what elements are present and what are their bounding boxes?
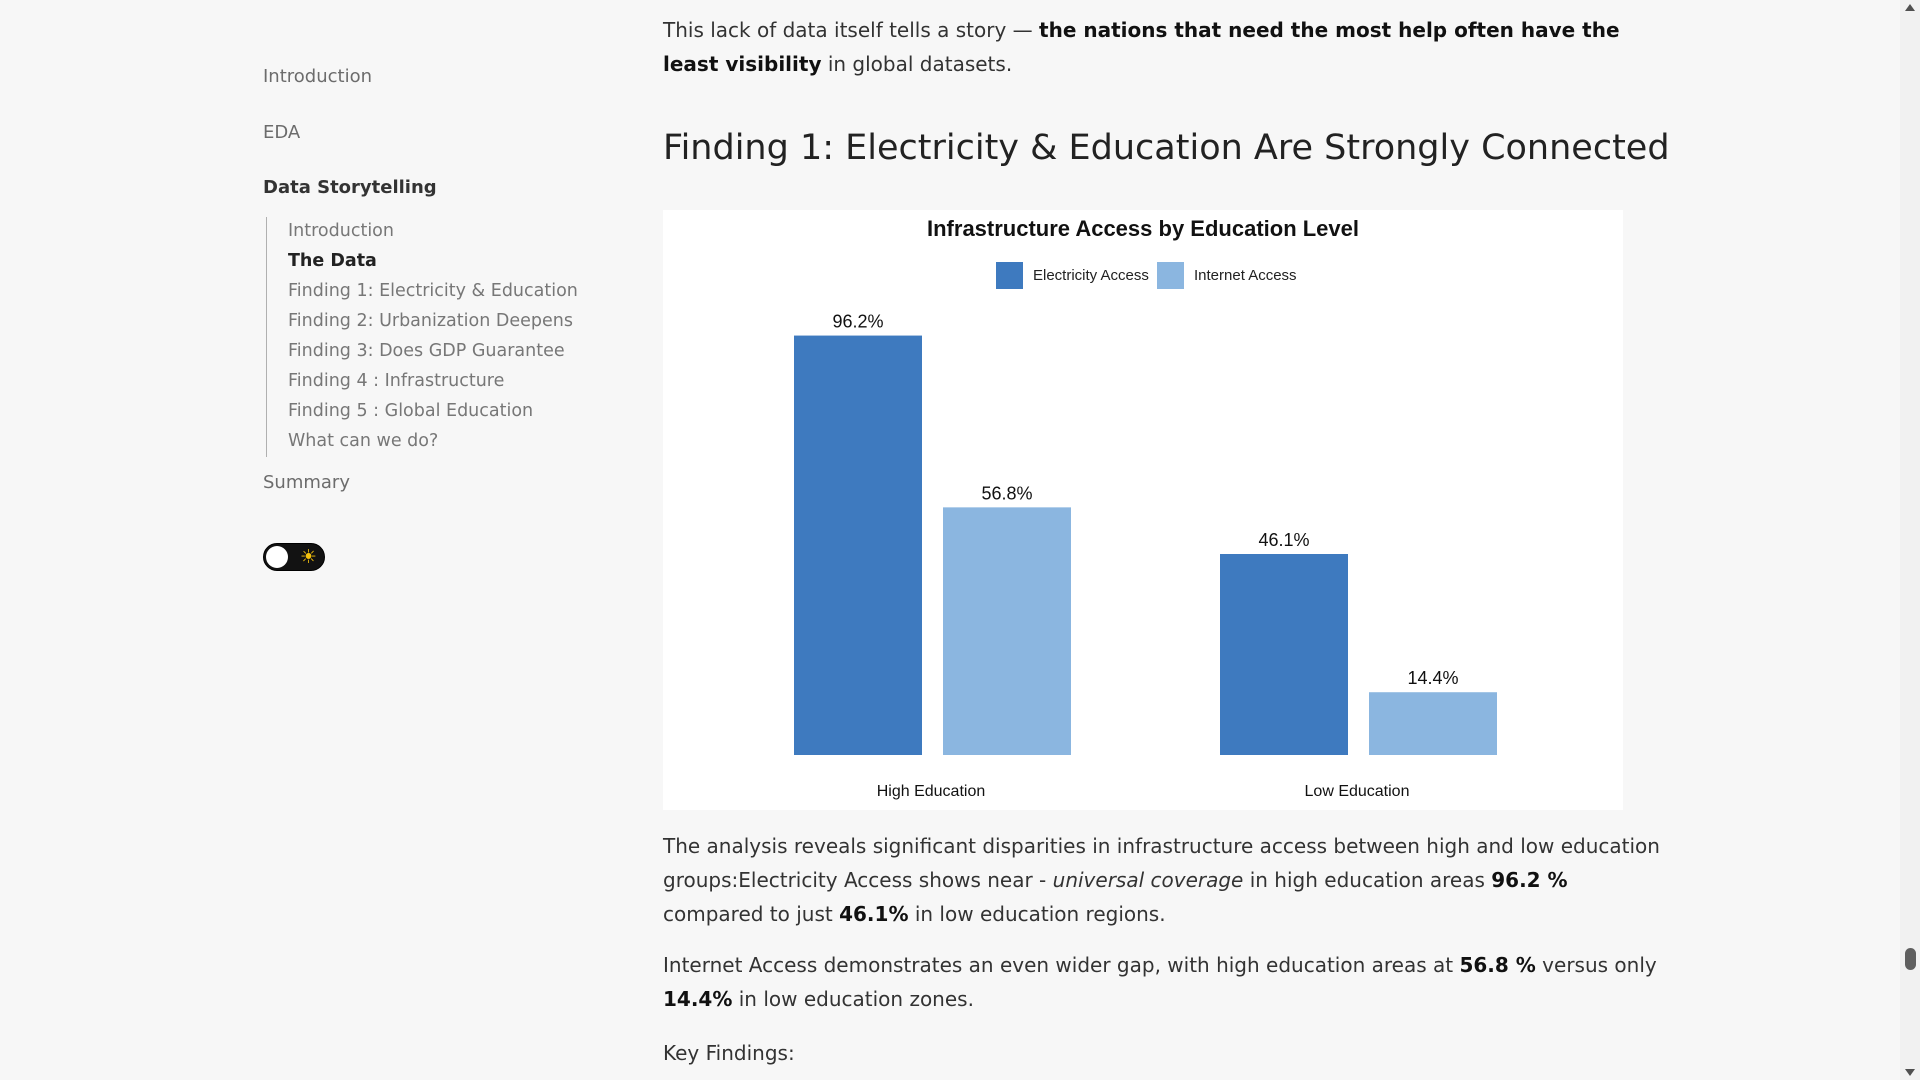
theme-toggle[interactable]: ☀: [263, 543, 325, 571]
bar-electricity-low-education: [1220, 554, 1348, 755]
scroll-down-arrow-icon[interactable]: [1905, 1069, 1915, 1076]
toc-sub-the-data[interactable]: The Data: [288, 251, 377, 271]
bar-label-electricity-low-education: 46.1%: [1258, 530, 1309, 550]
bars-group: 96.2% 56.8% 46.1% 14.4%: [794, 312, 1497, 755]
scroll-up-arrow-icon[interactable]: [1905, 4, 1915, 11]
internet-text-b: versus only: [1535, 953, 1657, 977]
toc-introduction[interactable]: Introduction: [263, 66, 373, 87]
legend-swatch-internet: [1157, 262, 1184, 289]
bar-internet-low-education: [1369, 692, 1497, 755]
legend-swatch-electricity: [996, 262, 1023, 289]
analysis-emphasis: universal coverage: [1052, 868, 1244, 892]
bar-chart: Infrastructure Access by Education Level…: [663, 210, 1623, 810]
bar-label-internet-high-education: 56.8%: [981, 483, 1032, 503]
toc-sub-introduction[interactable]: Introduction: [288, 221, 394, 241]
toc-sub-finding-4[interactable]: Finding 4 : Infrastructure: [288, 371, 505, 391]
toc-sub-finding-5[interactable]: Finding 5 : Global Education: [288, 401, 534, 421]
intro-end-text: in global datasets.: [821, 52, 1013, 76]
bar-label-internet-low-education: 14.4%: [1407, 668, 1458, 688]
bar-electricity-high-education: [794, 335, 922, 755]
toc-subsection-list: Introduction The Data Finding 1: Electri…: [266, 217, 597, 457]
intro-paragraph: This lack of data itself tells a story —…: [663, 13, 1663, 81]
legend-label-electricity: Electricity Access: [1033, 267, 1149, 284]
vertical-scrollbar[interactable]: [1900, 0, 1920, 1080]
bar-label-electricity-high-education: 96.2%: [832, 312, 883, 332]
toc-data-storytelling[interactable]: Data Storytelling: [263, 177, 437, 198]
sun-icon: ☀: [299, 546, 317, 568]
scroll-thumb[interactable]: [1905, 948, 1916, 970]
analysis-text-a: The analysis reveals significant dispari…: [663, 834, 1660, 892]
internet-value-1: 56.8 %: [1459, 953, 1536, 977]
internet-value-2: 14.4%: [663, 987, 733, 1011]
toc-sub-finding-2[interactable]: Finding 2: Urbanization Deepens: [288, 311, 573, 331]
legend-label-internet: Internet Access: [1194, 267, 1297, 284]
section-heading: Finding 1: Electricity & Education Are S…: [663, 128, 1670, 168]
internet-text-c: in low education zones.: [732, 987, 974, 1011]
analysis-value-2: 46.1%: [839, 902, 909, 926]
chart-svg: Infrastructure Access by Education Level…: [794, 216, 1497, 800]
analysis-text-d: in low education regions.: [908, 902, 1166, 926]
intro-text: This lack of data itself tells a story —: [663, 18, 1040, 42]
internet-text-a: Internet Access demonstrates an even wid…: [663, 953, 1460, 977]
bar-internet-high-education: [943, 507, 1071, 755]
toggle-knob: [266, 546, 288, 568]
analysis-value-1: 96.2 %: [1491, 868, 1568, 892]
analysis-paragraph: The analysis reveals significant dispari…: [663, 829, 1673, 931]
toc-sub-finding-1[interactable]: Finding 1: Electricity & Education: [288, 281, 578, 301]
category-label-low-education: Low Education: [1305, 783, 1410, 800]
toc-sub-finding-3[interactable]: Finding 3: Does GDP Guarantee: [288, 341, 565, 361]
analysis-text-c: compared to just: [663, 902, 840, 926]
category-label-high-education: High Education: [877, 783, 986, 800]
analysis-text-b: in high education areas: [1243, 868, 1492, 892]
toc-summary[interactable]: Summary: [263, 472, 350, 493]
internet-paragraph: Internet Access demonstrates an even wid…: [663, 948, 1673, 1016]
intro-bold-text: the nations that need the most help ofte…: [663, 18, 1620, 76]
toc-eda[interactable]: EDA: [263, 122, 301, 143]
toc-sub-what-can-we-do[interactable]: What can we do?: [288, 431, 439, 451]
key-findings-label: Key Findings:: [663, 1041, 795, 1065]
chart-title: Infrastructure Access by Education Level: [927, 216, 1359, 241]
